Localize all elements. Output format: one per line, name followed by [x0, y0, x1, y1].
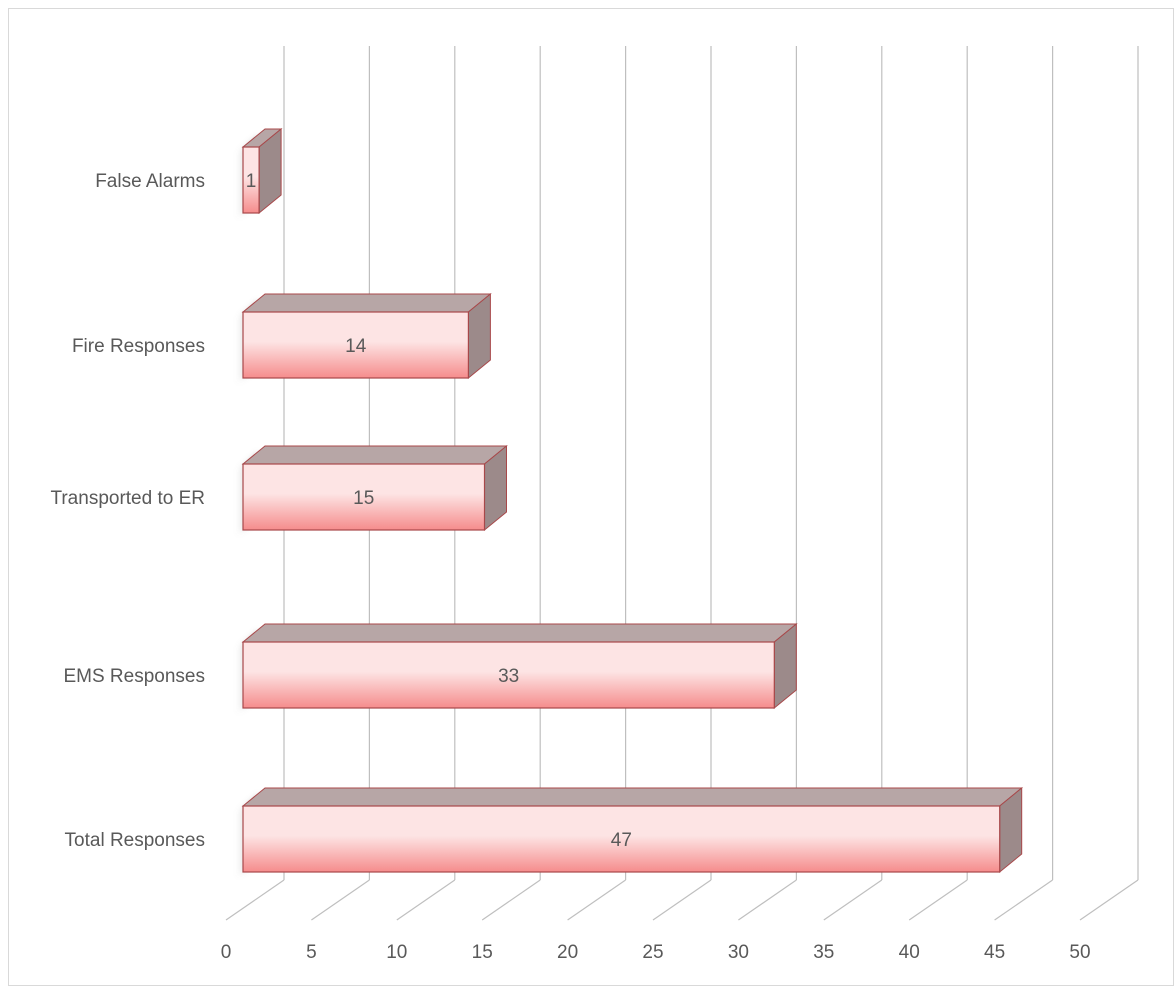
- data-label: 15: [353, 488, 374, 509]
- category-label: EMS Responses: [63, 666, 205, 687]
- x-tick-label: 35: [813, 942, 834, 963]
- x-tick-label: 0: [221, 942, 232, 963]
- gridline-floor: [652, 879, 712, 921]
- x-tick-label: 5: [306, 942, 317, 963]
- x-tick-label: 30: [728, 942, 749, 963]
- gridline-floor: [823, 879, 883, 921]
- gridline-floor: [994, 879, 1053, 921]
- bar-front-face: [242, 146, 260, 214]
- x-tick-label: 25: [642, 942, 663, 963]
- category-label: Fire Responses: [72, 336, 205, 357]
- gridline-floor: [396, 879, 456, 921]
- x-tick-label: 10: [386, 942, 407, 963]
- bar-front-face: [242, 641, 775, 709]
- bar-top-face: [241, 445, 508, 465]
- data-label: 33: [498, 666, 519, 687]
- bar: [237, 444, 508, 536]
- x-tick-label: 45: [984, 942, 1005, 963]
- bar: [237, 292, 492, 384]
- category-label: Total Responses: [65, 830, 205, 851]
- x-tick-label: 15: [472, 942, 493, 963]
- x-tick-label: 20: [557, 942, 578, 963]
- gridline-floor: [481, 879, 541, 921]
- bar-front-face: [242, 463, 486, 531]
- gridlines: [225, 46, 1139, 921]
- bars: [237, 127, 1024, 878]
- gridline-floor: [567, 879, 626, 921]
- bar-front-face: [242, 805, 1001, 873]
- data-label: 14: [345, 336, 367, 357]
- bar: [237, 786, 1024, 878]
- gridline-floor: [908, 879, 968, 921]
- gridline-floor: [225, 879, 285, 921]
- bar-top-face: [241, 293, 492, 313]
- gridline-floor: [1079, 879, 1139, 921]
- bar: [237, 622, 798, 714]
- x-tick-label: 50: [1069, 942, 1090, 963]
- data-label: 47: [611, 830, 632, 851]
- bar-top-face: [241, 787, 1024, 807]
- gridline-floor: [738, 879, 797, 921]
- category-label: False Alarms: [95, 171, 205, 192]
- x-tick-label: 40: [899, 942, 920, 963]
- bar-front-face: [242, 311, 469, 379]
- bar-top-face: [241, 623, 798, 643]
- gridline-floor: [311, 879, 370, 921]
- category-label: Transported to ER: [50, 488, 205, 509]
- labels: 0 5 10 15 20 25 30 35 40 45 50 1 False Alarms 14 Fire …: [50, 171, 1090, 963]
- bar: [237, 127, 283, 219]
- data-label: 1: [246, 171, 257, 192]
